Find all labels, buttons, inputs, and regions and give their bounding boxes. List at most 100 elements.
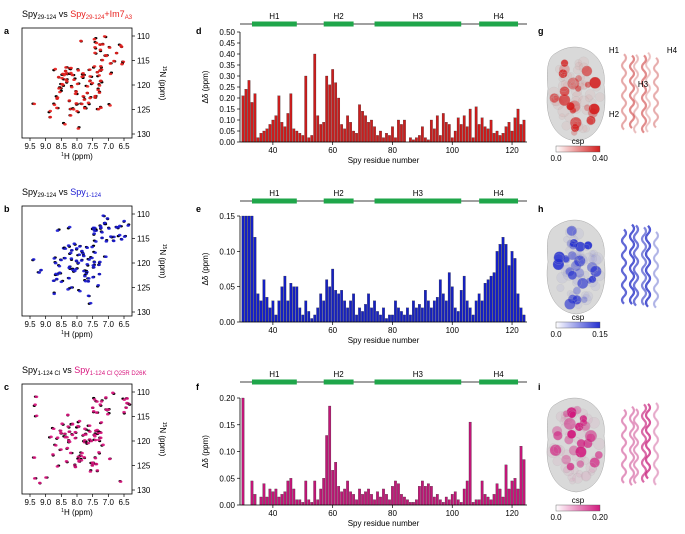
comparison-peak (77, 419, 82, 423)
y-tick-label: 115 (137, 235, 150, 244)
surface-patch (566, 225, 577, 236)
bar-residue-103 (459, 124, 463, 143)
bar-residue-102 (456, 311, 460, 323)
bar-residue-48 (295, 499, 299, 506)
helix-h2 (323, 21, 354, 27)
surface-patch (572, 120, 584, 132)
bar-residue-35 (256, 293, 260, 323)
bar-residue-110 (480, 480, 484, 506)
x-tick-label: 9.0 (40, 498, 52, 507)
comparison-peak (78, 289, 82, 293)
bar-residue-45 (286, 480, 290, 506)
comparison-peak (32, 456, 37, 459)
surface-patch (585, 94, 593, 102)
surface-patch (578, 124, 588, 134)
comparison-peak (67, 430, 72, 434)
surface-patch (572, 277, 582, 288)
surface-patch (583, 291, 594, 302)
comparison-peak (101, 214, 106, 217)
x-tick-label: 7.0 (103, 498, 115, 507)
comparison-peak (58, 429, 63, 433)
comparison-peak (81, 71, 85, 75)
bar-residue-31 (244, 89, 248, 143)
comparison-peak (97, 272, 102, 276)
comparison-peak (63, 69, 68, 73)
bar-residue-99 (447, 124, 451, 143)
comparison-peak (74, 259, 79, 263)
y-tick-label: 0.00 (219, 501, 235, 510)
bar-residue-119 (507, 265, 511, 323)
bar-residue-97 (441, 293, 445, 323)
bar-residue-100 (450, 286, 454, 323)
comparison-peak (92, 65, 97, 68)
surface-patch (578, 95, 590, 107)
helix-h4 (479, 21, 519, 27)
bar-residue-123 (519, 446, 523, 506)
bar-residue-61 (334, 462, 338, 506)
bar-residue-122 (516, 488, 520, 506)
bar-residue-47 (292, 488, 296, 506)
comparison-peak (122, 235, 127, 238)
surface-patch (567, 409, 577, 419)
bar-residue-114 (492, 494, 496, 506)
comparison-peak (98, 64, 103, 68)
surface-patch (572, 259, 581, 268)
bar-residue-38 (265, 297, 269, 323)
bar-residue-115 (495, 251, 499, 323)
bar-residue-93 (429, 486, 433, 506)
bar-residue-36 (259, 496, 263, 506)
comparison-peak (59, 280, 64, 284)
bar-residue-86 (409, 137, 412, 143)
comparison-peak (125, 401, 129, 405)
comparison-peak (61, 72, 65, 76)
bar-residue-124 (522, 314, 526, 323)
comparison-peak (82, 438, 87, 442)
bar-residue-57 (322, 478, 326, 506)
bar-residue-67 (352, 293, 355, 323)
comparison-peak (67, 440, 72, 444)
helix-ribbon-outline (653, 57, 659, 128)
bar-residue-121 (513, 478, 517, 506)
bar-residue-55 (316, 499, 320, 506)
y-axis-label: Δδ (ppm) (201, 70, 210, 103)
comparison-peak (96, 431, 101, 435)
panel-letter-f: f (196, 382, 200, 392)
color-scale-min: 0.0 (550, 513, 562, 522)
bar-residue-93 (429, 307, 433, 323)
comparison-peak (117, 233, 122, 237)
y-tick-label: 0.05 (219, 127, 235, 136)
comparison-peak (55, 465, 60, 468)
bar-residue-106 (468, 108, 472, 143)
bar-residue-72 (367, 293, 370, 323)
surface-patch (569, 241, 578, 250)
x-axis-label: 1H (ppm) (61, 508, 93, 517)
surface-patch (561, 454, 572, 465)
comparison-peak (95, 400, 99, 403)
bar-residue-54 (313, 314, 317, 323)
bar-residue-123 (519, 307, 523, 323)
helix-ribbon-outline (645, 52, 651, 133)
y-axis-label: 15N (ppm) (158, 244, 167, 279)
y-axis-label: Δδ (ppm) (201, 252, 210, 285)
surface-patch (559, 63, 570, 75)
y-tick-label: 0.10 (219, 448, 235, 457)
x-tick-label: 120 (505, 146, 519, 155)
comparison-peak (55, 106, 59, 110)
bar-residue-44 (283, 275, 287, 323)
bar-residue-81 (394, 480, 397, 506)
comparison-peak (96, 88, 100, 92)
bar-residue-70 (361, 111, 364, 143)
comparison-peak (53, 261, 58, 265)
comparison-peak (85, 246, 90, 249)
helix-h1 (251, 379, 297, 385)
surface-patch (586, 433, 596, 443)
helix-h1 (251, 198, 297, 204)
helix-ribbon-outline (621, 409, 627, 484)
bar-residue-40 (271, 300, 275, 323)
bar-residue-56 (319, 124, 323, 143)
helix-label: H3 (413, 370, 424, 379)
csp-color-scale (555, 321, 601, 329)
comparison-peak (64, 460, 69, 463)
bar-residue-80 (391, 314, 394, 323)
bar-residue-52 (307, 499, 311, 506)
